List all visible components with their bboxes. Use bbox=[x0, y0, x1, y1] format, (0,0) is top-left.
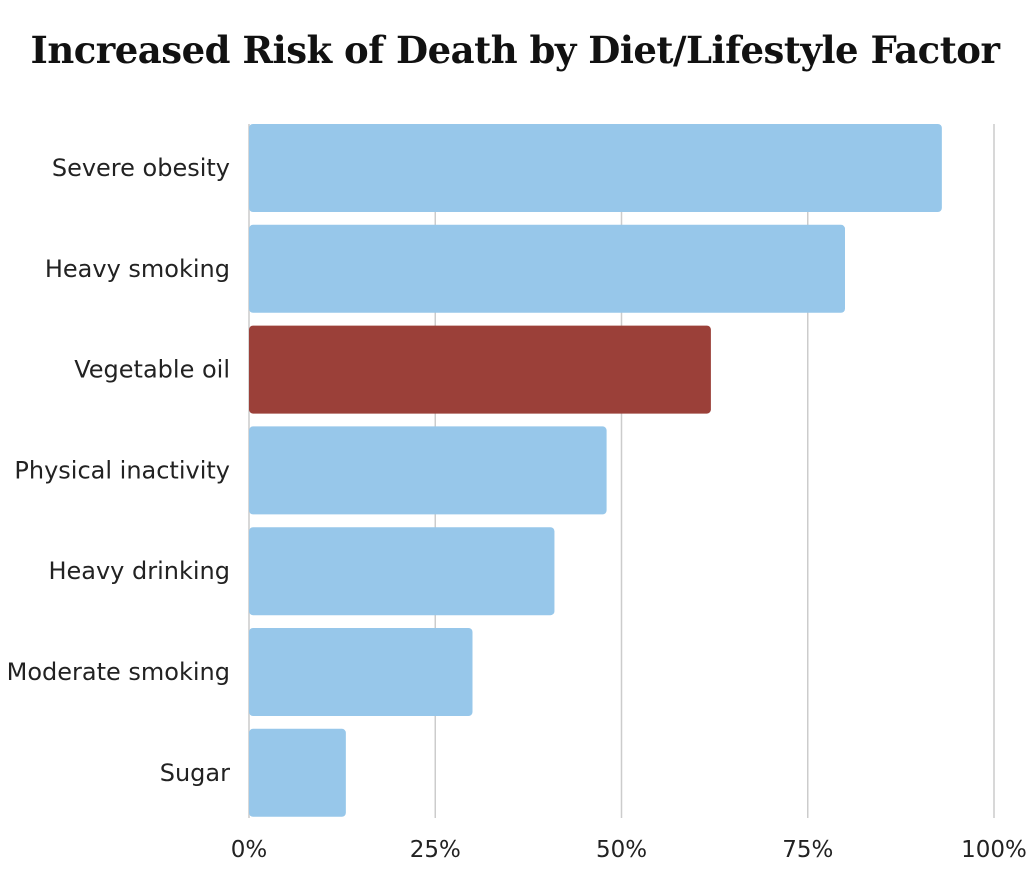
x-tick-label: 75% bbox=[782, 837, 833, 863]
x-tick-label: 0% bbox=[231, 837, 268, 863]
category-label: Vegetable oil bbox=[74, 356, 230, 384]
category-label: Heavy smoking bbox=[45, 255, 230, 283]
chart-title: Increased Risk of Death by Diet/Lifestyl… bbox=[30, 28, 1000, 72]
x-tick-label: 50% bbox=[596, 837, 647, 863]
bar-heavy-drinking bbox=[249, 527, 555, 616]
category-label: Physical inactivity bbox=[14, 456, 230, 484]
bar-moderate-smoking bbox=[249, 628, 473, 716]
bar-sugar bbox=[249, 728, 346, 817]
x-tick-label: 100% bbox=[961, 837, 1027, 863]
category-label: Heavy drinking bbox=[48, 557, 230, 585]
category-label: Severe obesity bbox=[52, 154, 230, 182]
bar-severe-obesity bbox=[249, 124, 942, 212]
bar-physical-inactivity bbox=[249, 426, 607, 515]
category-label: Sugar bbox=[160, 759, 230, 787]
x-tick-label: 25% bbox=[410, 837, 461, 863]
bar-vegetable-oil bbox=[249, 325, 711, 414]
bar-heavy-smoking bbox=[249, 224, 845, 313]
category-label: Moderate smoking bbox=[7, 658, 230, 686]
